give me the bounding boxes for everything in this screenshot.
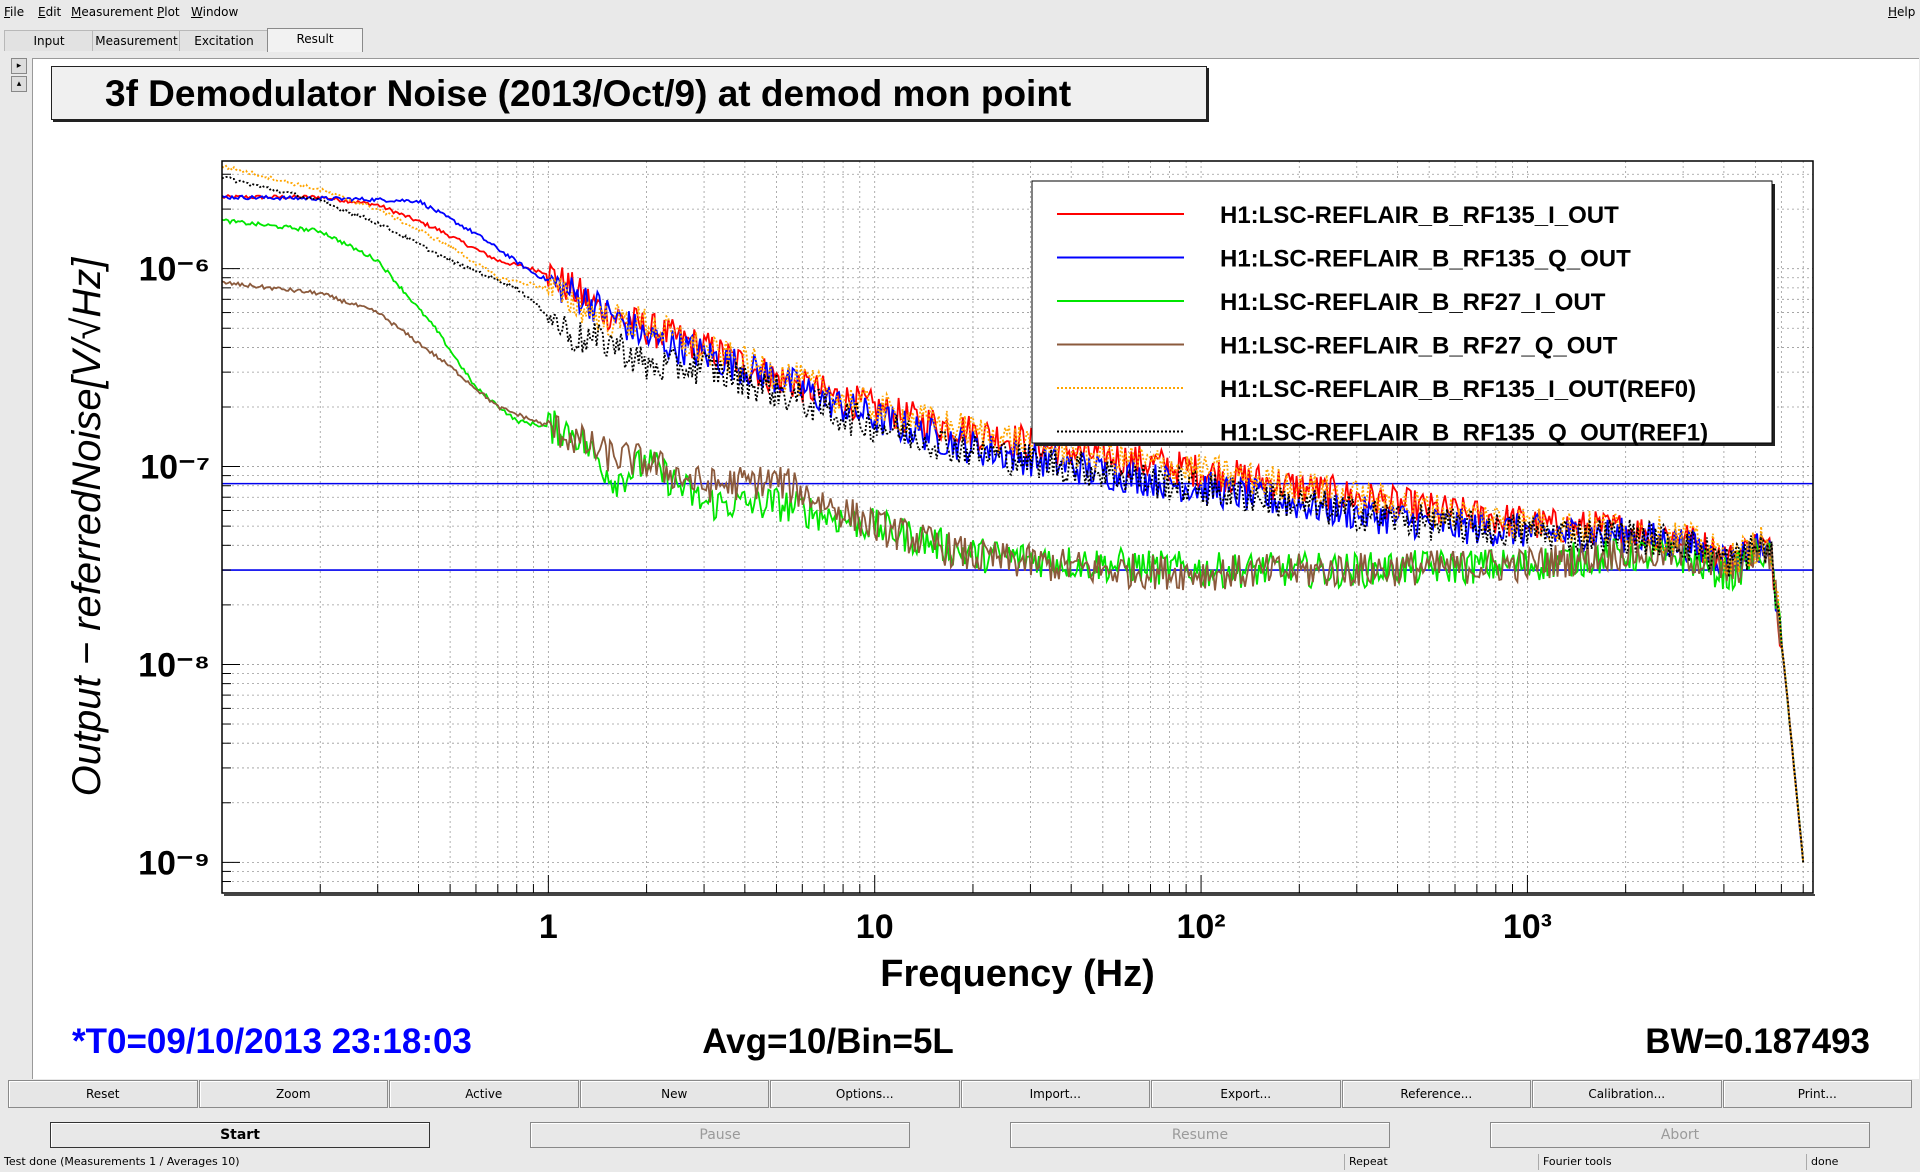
legend-box (1031, 180, 1773, 444)
plot-area-border (221, 160, 1814, 894)
print-button[interactable]: Print... (1722, 1080, 1912, 1108)
legend-entry: H1:LSC-REFLAIR_B_RF135_I_OUT(REF0) (1220, 376, 1696, 403)
menu-file[interactable]: File (4, 5, 25, 19)
active-button[interactable]: Active (389, 1080, 579, 1108)
x-tick-label: 10² (1176, 908, 1225, 946)
chevron-up-icon[interactable]: ▴ (11, 76, 27, 92)
chart-legend: H1:LSC-REFLAIR_B_RF135_I_OUT H1:LSC-REFLA… (1031, 180, 1775, 447)
tab-bar: Input Measurement Excitation Result (0, 27, 1920, 53)
start-button[interactable]: Start (50, 1122, 430, 1148)
pause-button[interactable]: Pause (530, 1122, 910, 1148)
bw-label: BW=0.187493 (1645, 1022, 1870, 1061)
series-line (221, 175, 1805, 863)
chart-series-group (221, 164, 1805, 863)
new-button[interactable]: New (579, 1080, 769, 1108)
legend-entry: H1:LSC-REFLAIR_B_RF135_Q_OUT (1220, 246, 1631, 273)
x-tick-label: 1 (539, 908, 558, 946)
legend-entry: H1:LSC-REFLAIR_B_RF135_Q_OUT(REF1) (1220, 420, 1708, 447)
zoom-button[interactable]: Zoom (198, 1080, 388, 1108)
series-line (221, 193, 1805, 863)
x-tick-label: 10 (856, 908, 894, 946)
resume-button[interactable]: Resume (1010, 1122, 1390, 1148)
reference-button[interactable]: Reference... (1341, 1080, 1531, 1108)
tab-measurement[interactable]: Measurement (92, 30, 181, 51)
series-line (221, 218, 1805, 863)
calibration-button[interactable]: Calibration... (1532, 1080, 1722, 1108)
plot-pad-scroller: ▸ ▴ (11, 58, 29, 94)
legend-entry: H1:LSC-REFLAIR_B_RF27_Q_OUT (1220, 333, 1618, 360)
menu-measurement[interactable]: Measurement (71, 5, 154, 19)
chart-svg: 1 10 10² 10³ 10⁻⁶ 10⁻⁷ 10⁻⁸ 10⁻⁹ H1:LSC-REFLAIR… (65, 160, 1870, 1061)
y-tick-label: 10⁻⁹ (138, 844, 210, 882)
avg-label: Avg=10/Bin=5L (702, 1022, 954, 1061)
y-tick-label: 10⁻⁷ (140, 449, 210, 487)
y-tick-label: 10⁻⁸ (138, 646, 210, 684)
menu-edit[interactable]: Edit (38, 5, 62, 19)
status-tools: Fourier tools (1538, 1154, 1806, 1170)
y-tick-label: 10⁻⁶ (139, 251, 210, 289)
status-bar: Test done (Measurements 1 / Averages 10)… (0, 1153, 1920, 1172)
run-control-row: Start Pause Resume Abort (0, 1122, 1920, 1150)
tab-input[interactable]: Input (4, 30, 94, 51)
y-axis-label: Output − referredNoise[V/√Hz] (65, 257, 109, 797)
menu-help[interactable]: Help (1888, 5, 1916, 19)
import-button[interactable]: Import... (960, 1080, 1150, 1108)
chart-ticks: 1 10 10² 10³ 10⁻⁶ 10⁻⁷ 10⁻⁸ 10⁻⁹ (138, 173, 1804, 946)
x-axis-label: Frequency (Hz) (880, 953, 1154, 995)
tab-result[interactable]: Result (267, 28, 363, 52)
menu-bar: File Edit Measurement Plot Window Help (0, 0, 1920, 26)
x-tick-label: 10³ (1503, 908, 1552, 946)
menu-window[interactable]: Window (191, 5, 239, 19)
plot-button-row: Reset Zoom Active New Options... Import.… (8, 1080, 1913, 1108)
t0-label: *T0=09/10/2013 23:18:03 (72, 1022, 472, 1061)
chevron-right-icon[interactable]: ▸ (11, 58, 27, 74)
status-repeat: Repeat (1344, 1154, 1538, 1170)
export-button[interactable]: Export... (1151, 1080, 1341, 1108)
reset-button[interactable]: Reset (8, 1080, 198, 1108)
options-button[interactable]: Options... (770, 1080, 960, 1108)
legend-entry: H1:LSC-REFLAIR_B_RF27_I_OUT (1220, 289, 1606, 316)
plot-title: 3f Demodulator Noise (2013/Oct/9) at dem… (51, 66, 1207, 120)
series-line (221, 164, 1805, 863)
abort-button[interactable]: Abort (1490, 1122, 1870, 1148)
tab-excitation[interactable]: Excitation (179, 30, 269, 51)
status-message: Test done (Measurements 1 / Averages 10) (4, 1155, 240, 1168)
status-state: done (1806, 1154, 1920, 1170)
legend-entry: H1:LSC-REFLAIR_B_RF135_I_OUT (1220, 202, 1619, 229)
series-line (221, 280, 1805, 863)
menu-plot[interactable]: Plot (157, 5, 180, 19)
